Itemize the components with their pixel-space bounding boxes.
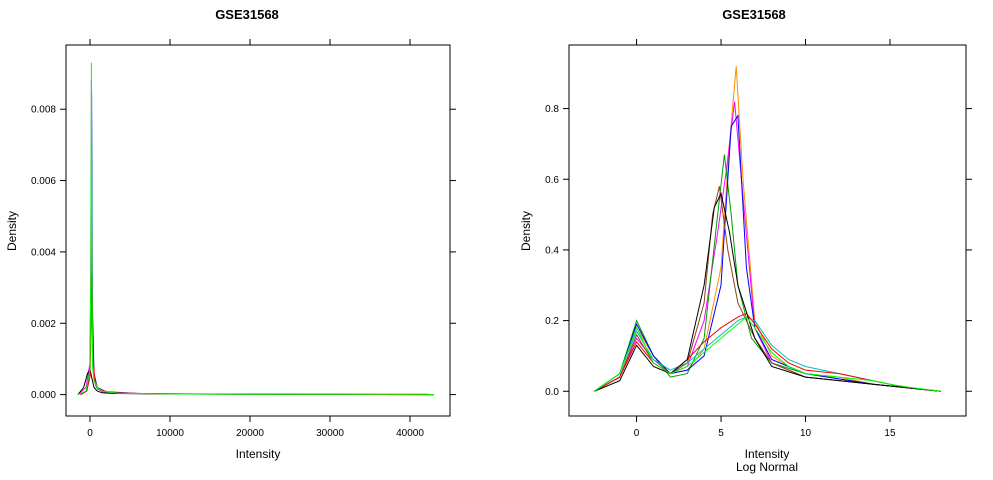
density-curve [594, 186, 941, 392]
x-axis-subtitle: Log Normal [736, 460, 798, 474]
density-curve [77, 62, 435, 396]
x-axis-label: Intensity [745, 447, 790, 461]
y-tick-label: 0.0 [545, 387, 559, 398]
tick-group: 0 10000 20000 30000 40000 0.000 0.002 0.004 0.00… [31, 39, 456, 439]
curve-group [77, 62, 435, 396]
y-tick-label: 0.6 [545, 175, 559, 186]
y-tick-label: 0.002 [31, 319, 56, 330]
density-curve [77, 368, 435, 396]
y-tick-label: 0.006 [31, 176, 56, 187]
x-tick-label: 10000 [156, 428, 184, 439]
x-tick-label: 5 [718, 428, 724, 439]
plot-frame [65, 44, 451, 417]
y-tick-label: 0.004 [31, 247, 56, 258]
plot-title: GSE31568 [722, 7, 786, 22]
plot-title: GSE31568 [215, 7, 279, 22]
x-tick-label: 0 [634, 428, 640, 439]
density-plot-log: GSE31568 0 5 10 15 0.0 0.2 0.4 0.6 0.8 Intensity… [519, 7, 972, 474]
x-axis-label: Intensity [236, 447, 281, 461]
x-tick-label: 0 [87, 428, 93, 439]
y-tick-label: 0.8 [545, 104, 559, 115]
density-plot-raw: GSE31568 0 10000 20000 30000 40000 0.000 0.002… [5, 7, 456, 461]
y-tick-label: 0.008 [31, 105, 56, 116]
curve-group [594, 66, 941, 392]
x-tick-label: 30000 [316, 428, 344, 439]
x-tick-label: 15 [884, 428, 896, 439]
y-tick-label: 0.4 [545, 245, 559, 256]
y-axis-label: Density [519, 211, 533, 251]
density-curve [594, 312, 941, 392]
y-axis-label: Density [5, 211, 19, 251]
y-tick-label: 0.000 [31, 390, 56, 401]
x-tick-label: 40000 [396, 428, 424, 439]
density-curve [594, 316, 941, 392]
density-curve [80, 91, 435, 396]
x-tick-label: 10 [800, 428, 812, 439]
tick-group: 0 5 10 15 0.0 0.2 0.4 0.6 0.8 [545, 39, 972, 439]
plot-frame [568, 44, 967, 417]
x-tick-label: 20000 [236, 428, 264, 439]
density-curve [594, 154, 941, 392]
y-tick-label: 0.2 [545, 316, 559, 327]
density-curve [77, 80, 435, 396]
density-curve [594, 191, 941, 392]
density-curve [80, 234, 435, 396]
